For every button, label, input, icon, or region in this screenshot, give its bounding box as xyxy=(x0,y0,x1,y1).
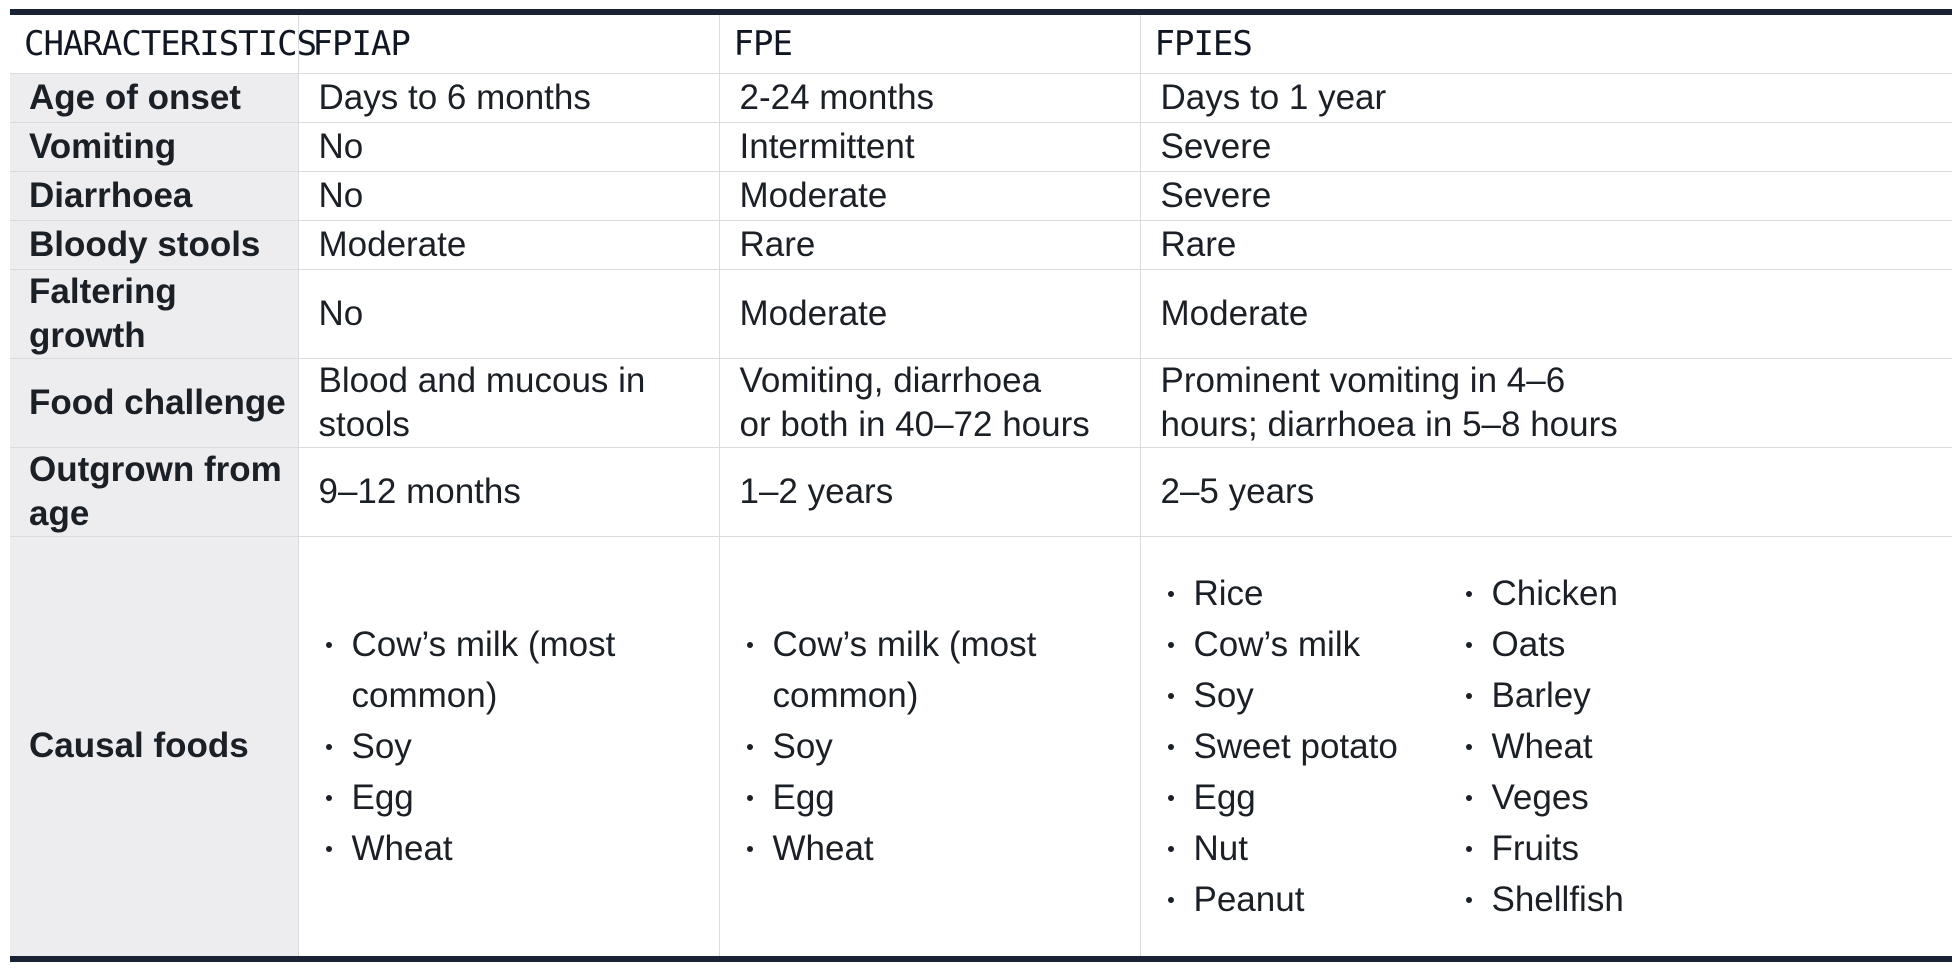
table-row: Bloody stools Moderate Rare Rare xyxy=(10,219,1952,270)
cell-fpe-faltering-growth: Moderate xyxy=(718,268,1141,359)
row-label-outgrown-from-age: Outgrown from age xyxy=(10,446,299,537)
header-fpe: FPE xyxy=(718,15,1141,74)
cell-fpies-age-of-onset: Days to 1 year xyxy=(1139,72,1952,123)
cell-fpiap-diarrhoea: No xyxy=(297,170,720,221)
cell-text: No xyxy=(318,293,364,333)
cell-text: 9–12 months xyxy=(318,471,521,511)
cell-fpies-vomiting: Severe xyxy=(1139,121,1952,172)
cell-fpe-age-of-onset: 2-24 months xyxy=(718,72,1141,123)
cell-fpies-outgrown-from-age: 2–5 years xyxy=(1139,446,1952,537)
cell-fpies-food-challenge: Prominent vomiting in 4–6 hours; diarrhoe… xyxy=(1139,357,1952,448)
cell-text: 2-24 months xyxy=(739,77,935,117)
row-label-age-of-onset: Age of onset xyxy=(10,72,299,123)
list-item: Cow’s milk (most common) xyxy=(740,619,1140,721)
cell-fpe-outgrown-from-age: 1–2 years xyxy=(718,446,1141,537)
row-label-food-challenge: Food challenge xyxy=(10,357,299,448)
cell-text: Moderate xyxy=(739,175,888,215)
cell-fpe-bloody-stools: Rare xyxy=(718,219,1141,270)
header-characteristics: CHARACTERISTICS xyxy=(10,15,317,74)
cell-fpiap-bloody-stools: Moderate xyxy=(297,219,720,270)
cell-text: Moderate xyxy=(1160,293,1309,333)
table-row: Diarrhoea No Moderate Severe xyxy=(10,170,1952,221)
cell-fpiap-outgrown-from-age: 9–12 months xyxy=(297,446,720,537)
food-list-fpies-right: Chicken Oats Barley Wheat Veges Fruits Shellfi… xyxy=(1459,568,1757,925)
table-row: Food challenge Blood and mucous in stools… xyxy=(10,357,1952,448)
cell-text: or both in 40–72 hours xyxy=(739,404,1090,444)
food-list-fpe: Cow’s milk (most common) Soy Egg Wheat xyxy=(740,619,1140,874)
list-item: Cow’s milk (most common) xyxy=(319,619,719,721)
cell-fpe-vomiting: Intermittent xyxy=(718,121,1141,172)
list-item: Sweet potato xyxy=(1161,721,1459,772)
cell-text: 1–2 years xyxy=(739,471,894,511)
cell-fpiap-vomiting: No xyxy=(297,121,720,172)
cell-text: Days to 6 months xyxy=(318,77,591,117)
cell-text: Moderate xyxy=(318,224,467,264)
list-item: Rice xyxy=(1161,568,1459,619)
list-item: Peanut xyxy=(1161,874,1459,925)
food-columns-fpies: Rice Cow’s milk Soy Sweet potato Egg Nut Peanu… xyxy=(1161,568,1952,925)
list-item: Wheat xyxy=(1459,721,1757,772)
cell-fpe-diarrhoea: Moderate xyxy=(718,170,1141,221)
cell-text: Moderate xyxy=(739,293,888,333)
table-body: Age of onset Days to 6 months 2-24 months D… xyxy=(10,72,1952,956)
cell-fpies-faltering-growth: Moderate xyxy=(1139,268,1952,359)
list-item: Nut xyxy=(1161,823,1459,874)
food-list-fpies-left: Rice Cow’s milk Soy Sweet potato Egg Nut Peanu… xyxy=(1161,568,1459,925)
row-label-causal-foods: Causal foods xyxy=(10,535,299,956)
header-row: CHARACTERISTICS FPIAP FPE FPIES xyxy=(10,15,1952,74)
comparison-table-wrapper: CHARACTERISTICS FPIAP FPE FPIES Age of o… xyxy=(10,9,1952,962)
list-item: Wheat xyxy=(740,823,1140,874)
cell-fpiap-faltering-growth: No xyxy=(297,268,720,359)
cell-text: Vomiting, diarrhoea xyxy=(739,360,1042,400)
cell-fpies-bloody-stools: Rare xyxy=(1139,219,1952,270)
list-item: Egg xyxy=(740,772,1140,823)
list-item: Oats xyxy=(1459,619,1757,670)
cell-fpiap-food-challenge: Blood and mucous in stools xyxy=(297,357,720,448)
cell-text: Days to 1 year xyxy=(1160,77,1387,117)
list-item: Soy xyxy=(1161,670,1459,721)
list-item: Cow’s milk xyxy=(1161,619,1459,670)
row-label-faltering-growth: Faltering growth xyxy=(10,268,299,359)
row-label-vomiting: Vomiting xyxy=(10,121,299,172)
cell-text: Severe xyxy=(1160,126,1272,166)
header-fpies: FPIES xyxy=(1139,15,1952,74)
table-row-causal-foods: Causal foods Cow’s milk (most common) Soy E… xyxy=(10,535,1952,956)
table-row: Age of onset Days to 6 months 2-24 months D… xyxy=(10,72,1952,123)
list-item: Soy xyxy=(319,721,719,772)
cell-text: No xyxy=(318,175,364,215)
list-item: Shellfish xyxy=(1459,874,1757,925)
cell-fpies-diarrhoea: Severe xyxy=(1139,170,1952,221)
cell-text: hours; diarrhoea in 5–8 hours xyxy=(1160,404,1618,444)
list-item: Egg xyxy=(1161,772,1459,823)
list-item: Veges xyxy=(1459,772,1757,823)
list-item: Barley xyxy=(1459,670,1757,721)
cell-fpiap-age-of-onset: Days to 6 months xyxy=(297,72,720,123)
header-fpiap: FPIAP xyxy=(297,15,720,74)
cell-text: Intermittent xyxy=(739,126,915,166)
cell-text: Rare xyxy=(739,224,816,264)
cell-text: No xyxy=(318,126,364,166)
food-list-fpiap: Cow’s milk (most common) Soy Egg Wheat xyxy=(319,619,719,874)
cell-text: Rare xyxy=(1160,224,1237,264)
cell-text: 2–5 years xyxy=(1160,471,1315,511)
cell-fpe-food-challenge: Vomiting, diarrhoea or both in 40–72 hour… xyxy=(718,357,1141,448)
cell-text: Severe xyxy=(1160,175,1272,215)
list-item: Chicken xyxy=(1459,568,1757,619)
cell-text: Blood and mucous in stools xyxy=(318,360,646,444)
cell-fpiap-causal-foods: Cow’s milk (most common) Soy Egg Wheat xyxy=(297,535,720,956)
row-label-diarrhoea: Diarrhoea xyxy=(10,170,299,221)
list-item: Wheat xyxy=(319,823,719,874)
list-item: Egg xyxy=(319,772,719,823)
table-row: Vomiting No Intermittent Severe xyxy=(10,121,1952,172)
list-item: Fruits xyxy=(1459,823,1757,874)
cell-text: Prominent vomiting in 4–6 xyxy=(1160,360,1566,400)
comparison-table: CHARACTERISTICS FPIAP FPE FPIES Age of o… xyxy=(10,15,1952,956)
list-item: Soy xyxy=(740,721,1140,772)
row-label-bloody-stools: Bloody stools xyxy=(10,219,299,270)
cell-fpies-causal-foods: Rice Cow’s milk Soy Sweet potato Egg Nut Peanu… xyxy=(1139,535,1952,956)
cell-fpe-causal-foods: Cow’s milk (most common) Soy Egg Wheat xyxy=(718,535,1141,956)
table-row: Faltering growth No Moderate Moderate xyxy=(10,268,1952,359)
table-row: Outgrown from age 9–12 months 1–2 years 2–5… xyxy=(10,446,1952,537)
